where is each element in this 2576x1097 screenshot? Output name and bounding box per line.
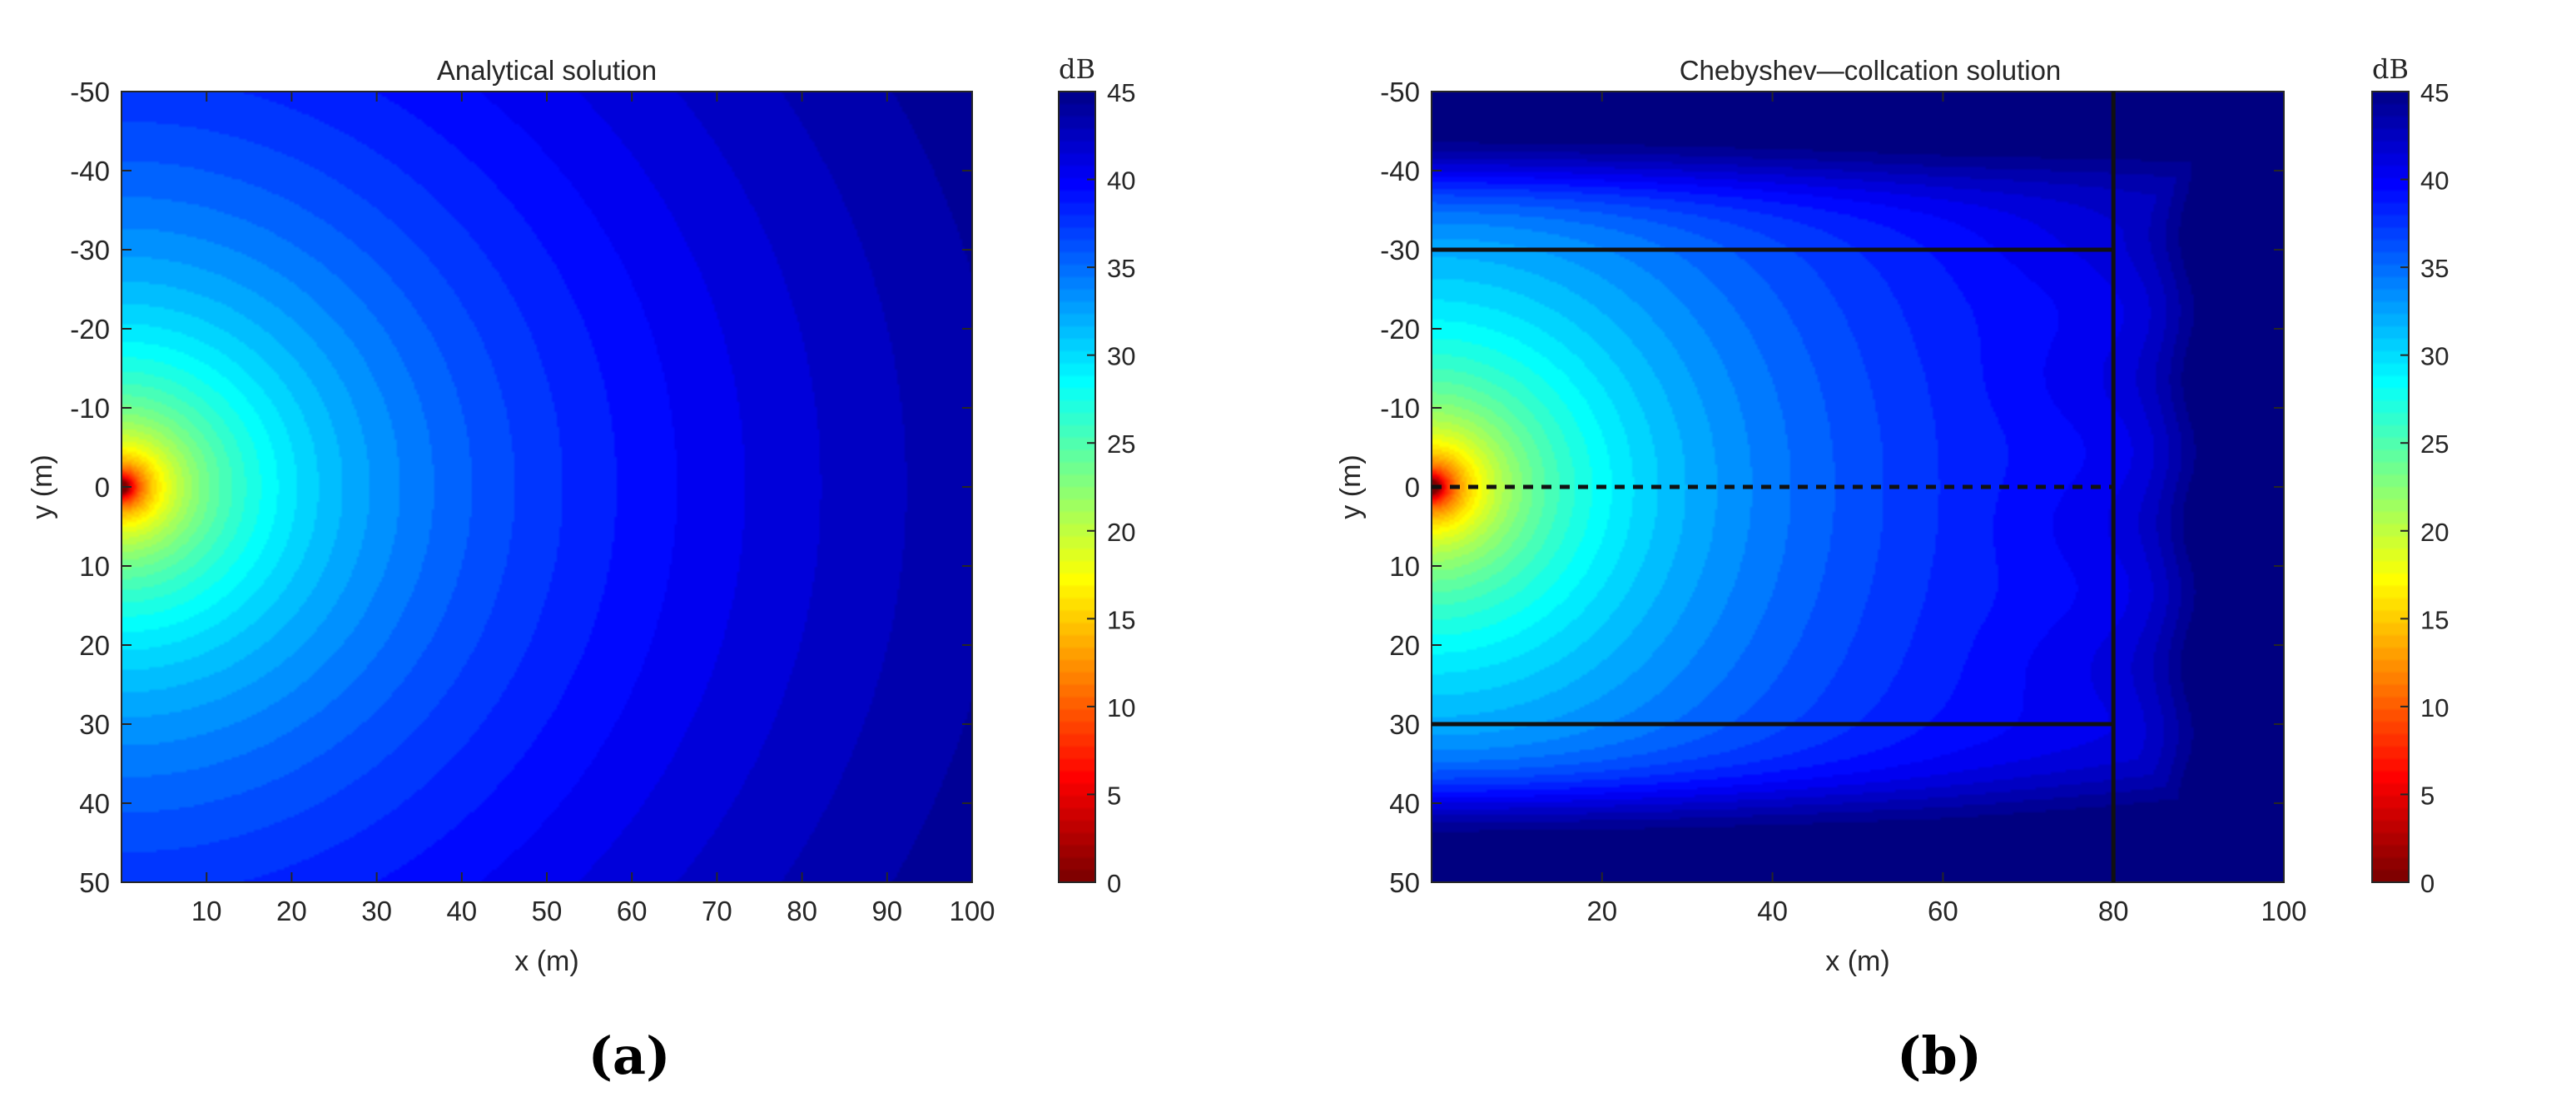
panel-b-chebyshev: Chebyshev—collcation solution x (m) y (m…: [1335, 53, 2449, 1086]
colorbar-tick-label: 30: [1107, 342, 1135, 371]
colorbar-b: [2372, 92, 2409, 882]
colorbar-tick-label: 5: [1107, 781, 1121, 810]
y-tick-label: 40: [1389, 788, 1420, 819]
x-tick-label: 80: [787, 896, 817, 926]
colorbar-frame-a: [1058, 91, 1096, 883]
y-tick-label: -30: [70, 235, 110, 266]
colorbar-tick-label: 25: [1107, 429, 1135, 459]
heatmap-image-a: [122, 92, 972, 882]
y-tick-label: 10: [1389, 551, 1420, 582]
y-tick-label: -40: [70, 156, 110, 186]
colorbar-label-b: dB: [2372, 53, 2409, 85]
y-ticks-b: -50 -40 -30 -20 -10 0 10 20 30 40 50: [1380, 77, 2284, 898]
ylabel-b: y (m): [1335, 454, 1367, 519]
x-tick-label: 90: [871, 896, 902, 926]
x-tick-label: 30: [361, 896, 392, 926]
colorbar-tick-label: 20: [1107, 518, 1135, 547]
x-tick-label: 70: [702, 896, 732, 926]
y-tick-label: 0: [1405, 472, 1420, 503]
title-a: Analytical solution: [437, 55, 657, 86]
colorbar-tick-label: 45: [2420, 78, 2449, 107]
x-tick-label: 10: [191, 896, 222, 926]
y-tick-label: 10: [79, 551, 110, 582]
x-tick-label: 60: [1928, 896, 1958, 926]
x-tick-label: 100: [2261, 896, 2306, 926]
colorbar-tick-label: 20: [2420, 518, 2449, 547]
y-tick-label: -20: [70, 314, 110, 345]
colorbar-label-a: dB: [1059, 53, 1095, 85]
x-tick-label: 20: [276, 896, 307, 926]
x-tick-label: 80: [2098, 896, 2129, 926]
xlabel-b: x (m): [1825, 946, 1889, 977]
colorbar-tick-label: 15: [1107, 605, 1135, 634]
y-tick-label: -50: [70, 77, 110, 107]
y-tick-label: 30: [79, 709, 110, 740]
colorbar-tick-label: 45: [1107, 78, 1135, 107]
x-tick-label: 40: [446, 896, 477, 926]
x-tick-label: 40: [1757, 896, 1788, 926]
y-tick-label: -50: [1380, 77, 1420, 107]
colorbar-a: [1059, 92, 1095, 882]
x-ticks-b: 20 40 60 80 100: [1586, 92, 2307, 926]
colorbar-tick-label: 35: [2420, 254, 2449, 283]
colorbar-tick-label: 40: [2420, 166, 2449, 196]
colorbar-tick-label: 25: [2420, 429, 2449, 459]
colorbar-frame-b: [2371, 91, 2410, 883]
panel-label-a: (a): [588, 1025, 671, 1086]
colorbar-tick-label: 0: [2420, 869, 2435, 898]
colorbar-tick-label: 0: [1107, 869, 1121, 898]
y-tick-label: -20: [1380, 314, 1420, 345]
colorbar-ticks-a: 0 5 10 15 20 25 30 35 40 45: [1087, 78, 1135, 898]
y-tick-label: -40: [1380, 156, 1420, 186]
y-tick-label: 50: [1389, 867, 1420, 898]
x-tick-label: 60: [617, 896, 648, 926]
boundary-lines-b: [1432, 92, 2116, 882]
y-tick-label: 20: [1389, 630, 1420, 661]
colorbar-tick-label: 10: [2420, 693, 2449, 722]
y-tick-label: 20: [79, 630, 110, 661]
colorbar-ticks-b: 0 5 10 15 20 25 30 35 40 45: [2400, 78, 2449, 898]
colorbar-tick-label: 5: [2420, 781, 2435, 810]
y-tick-label: 40: [79, 788, 110, 819]
ylabel-a: y (m): [27, 454, 58, 519]
title-b: Chebyshev—collcation solution: [1680, 55, 2062, 86]
y-ticks-a: -50 -40 -30 -20 -10 0 10 20 30 40 50: [70, 77, 972, 898]
colorbar-tick-label: 35: [1107, 254, 1135, 283]
xlabel-a: x (m): [514, 946, 578, 977]
y-tick-label: 0: [95, 472, 110, 503]
colorbar-tick-label: 40: [1107, 166, 1135, 196]
colorbar-tick-label: 30: [2420, 342, 2449, 371]
x-tick-label: 20: [1586, 896, 1617, 926]
panel-label-b: (b): [1897, 1025, 1982, 1086]
y-tick-label: -30: [1380, 235, 1420, 266]
y-tick-label: -10: [1380, 393, 1420, 424]
x-tick-label: 100: [949, 896, 995, 926]
panel-a-analytical: Analytical solution x (m) y (m) 10 20 30 40…: [27, 53, 1135, 1086]
colorbar-tick-label: 15: [2420, 605, 2449, 634]
y-tick-label: 30: [1389, 709, 1420, 740]
y-tick-label: 50: [79, 867, 110, 898]
y-tick-label: -10: [70, 393, 110, 424]
x-ticks-a: 10 20 30 40 50 60 70 80 90 100: [191, 92, 995, 926]
x-tick-label: 50: [532, 896, 563, 926]
colorbar-tick-label: 10: [1107, 693, 1135, 722]
